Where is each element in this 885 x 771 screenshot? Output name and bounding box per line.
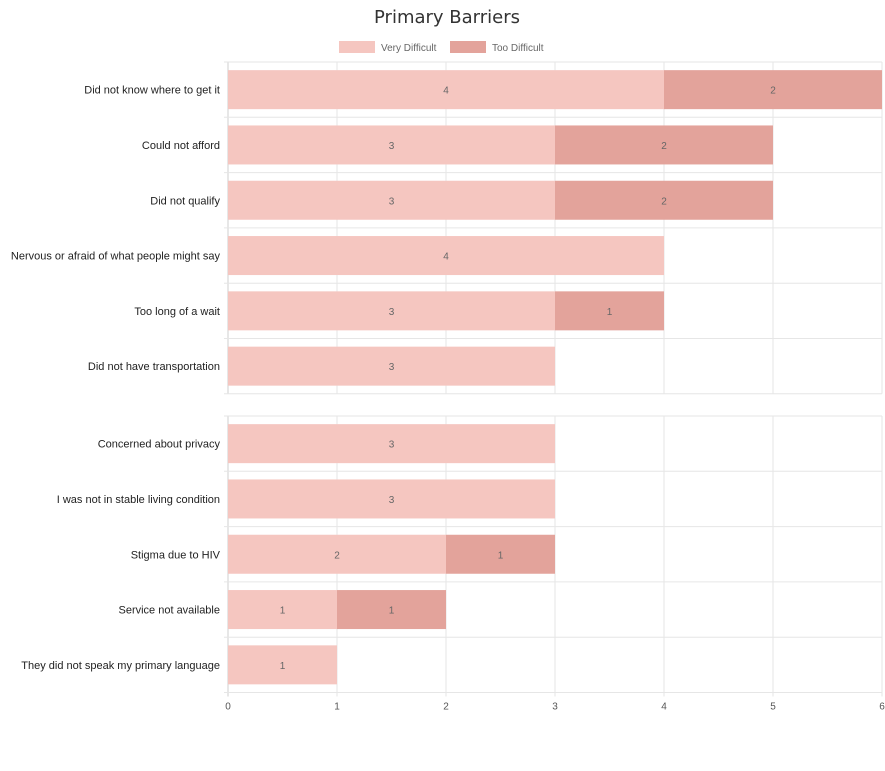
- bar-value-label: 3: [389, 196, 395, 207]
- category-label: Did not know where to get it: [84, 85, 220, 97]
- bar-too-difficult[interactable]: [446, 534, 555, 574]
- bar-very-difficult[interactable]: [228, 125, 555, 165]
- bar-value-label: 3: [389, 307, 395, 318]
- bar-too-difficult[interactable]: [555, 291, 664, 331]
- bar-very-difficult[interactable]: [228, 424, 555, 464]
- category-label: Did not qualify: [150, 195, 220, 207]
- chart-title: Primary Barriers: [374, 7, 520, 28]
- x-tick-label: 6: [879, 702, 885, 713]
- bar-value-label: 1: [498, 550, 504, 561]
- bar-value-label: 2: [334, 550, 340, 561]
- x-tick-label: 4: [661, 702, 667, 713]
- bar-very-difficult[interactable]: [228, 590, 337, 630]
- panel-1: Concerned about privacy 3 I was not in sta…: [21, 415, 885, 713]
- category-label: Could not afford: [142, 140, 220, 152]
- bar-too-difficult[interactable]: [555, 180, 773, 220]
- bar-value-label: 1: [280, 661, 286, 672]
- x-tick-label: 0: [225, 702, 231, 713]
- bar-value-label: 4: [443, 252, 449, 263]
- bar-value-label: 1: [280, 606, 286, 617]
- bar-value-label: 1: [607, 307, 613, 318]
- bar-very-difficult[interactable]: [228, 534, 446, 574]
- bar-value-label: 1: [389, 606, 395, 617]
- bar-very-difficult[interactable]: [228, 479, 555, 519]
- legend-swatch-1[interactable]: [450, 41, 486, 53]
- x-tick-label: 2: [443, 702, 449, 713]
- x-tick-label: 5: [770, 702, 776, 713]
- bar-value-label: 3: [389, 495, 395, 506]
- x-tick-label: 1: [334, 702, 340, 713]
- bar-value-label: 2: [770, 86, 776, 97]
- category-label: Too long of a wait: [134, 306, 220, 318]
- category-label: Stigma due to HIV: [131, 549, 221, 561]
- category-label: Concerned about privacy: [98, 439, 221, 451]
- x-tick-label: 3: [552, 702, 558, 713]
- panel-0: Did not know where to get it 4 2 Could not …: [11, 61, 883, 395]
- bar-too-difficult[interactable]: [664, 70, 882, 110]
- legend-label-0[interactable]: Very Difficult: [381, 43, 437, 54]
- bar-very-difficult[interactable]: [228, 236, 664, 276]
- bar-too-difficult[interactable]: [337, 590, 446, 630]
- bar-value-label: 4: [443, 86, 449, 97]
- bar-very-difficult[interactable]: [228, 180, 555, 220]
- bar-value-label: 3: [389, 141, 395, 152]
- legend-swatch-0[interactable]: [339, 41, 375, 53]
- bar-value-label: 3: [389, 440, 395, 451]
- bar-very-difficult[interactable]: [228, 346, 555, 386]
- bar-value-label: 3: [389, 362, 395, 373]
- category-label: They did not speak my primary language: [21, 660, 220, 672]
- bar-very-difficult[interactable]: [228, 70, 664, 110]
- category-label: Service not available: [118, 605, 220, 617]
- category-label: I was not in stable living condition: [57, 494, 220, 506]
- bar-very-difficult[interactable]: [228, 645, 337, 685]
- bar-too-difficult[interactable]: [555, 125, 773, 165]
- legend-label-1[interactable]: Too Difficult: [492, 43, 544, 54]
- chart-panels: Did not know where to get it 4 2 Could not …: [11, 61, 885, 713]
- chart-legend: Very Difficult Too Difficult: [339, 41, 544, 54]
- category-label: Did not have transportation: [88, 361, 220, 373]
- bar-value-label: 2: [661, 141, 667, 152]
- category-label: Nervous or afraid of what people might s…: [11, 251, 221, 263]
- bar-very-difficult[interactable]: [228, 291, 555, 331]
- bar-value-label: 2: [661, 196, 667, 207]
